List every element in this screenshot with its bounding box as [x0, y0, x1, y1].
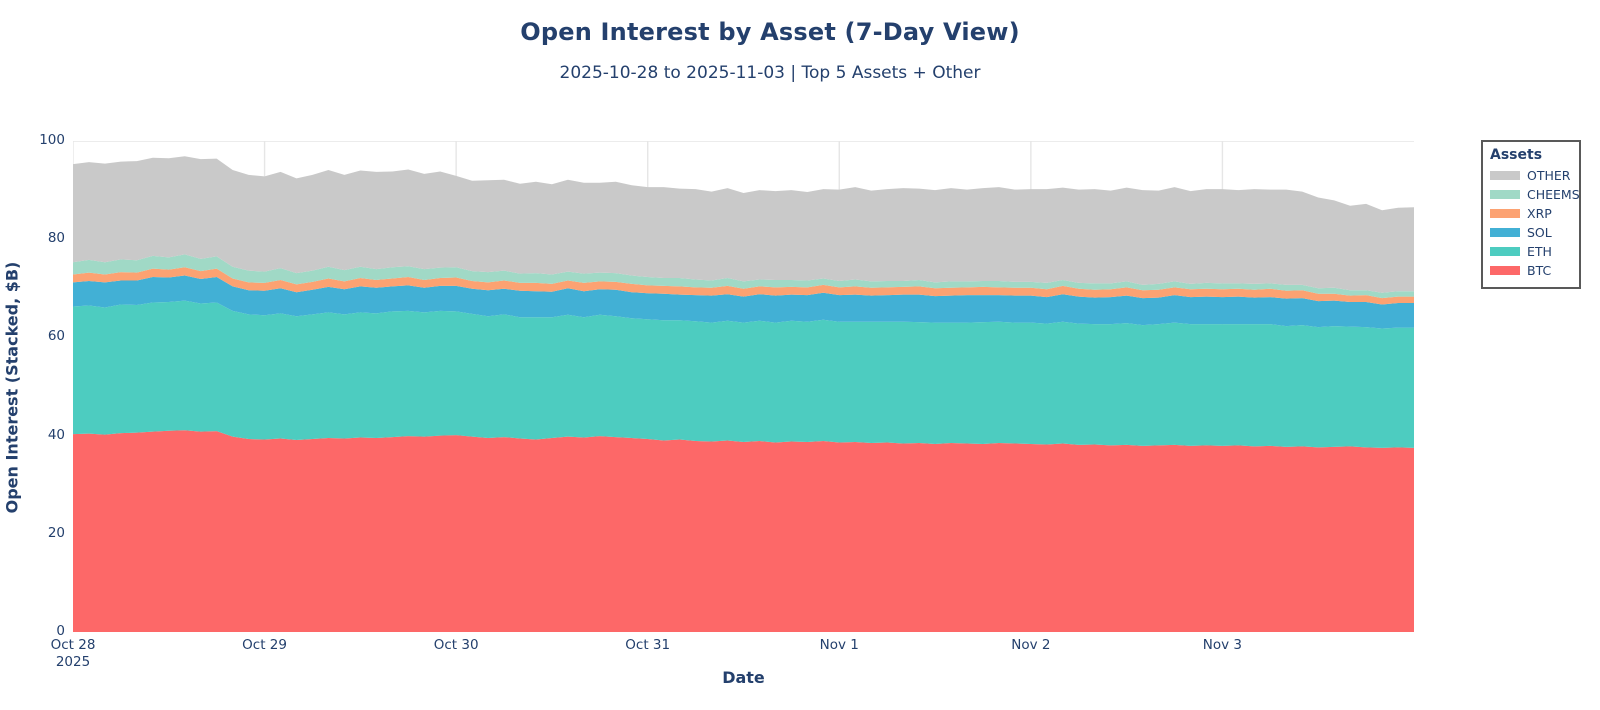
legend-swatch-OTHER	[1490, 171, 1520, 180]
legend-label-CHEEMS: CHEEMS	[1527, 187, 1580, 202]
legend-swatch-ETH	[1490, 247, 1520, 256]
x-tick-Nov-1: Nov 1	[819, 637, 859, 653]
y-tick-20: 20	[47, 524, 65, 541]
x-tick-Oct-28: Oct 28 2025	[25, 637, 121, 671]
legend-title: Assets	[1490, 147, 1543, 163]
area-SOL	[73, 275, 1414, 329]
area-BTC	[73, 430, 1414, 632]
area-ETH	[73, 300, 1414, 448]
x-tick-Oct-31: Oct 31	[625, 637, 671, 653]
legend-swatch-SOL	[1490, 228, 1520, 237]
legend: Assets OTHER CHEEMS XRP SOL ETH BTC	[1481, 140, 1581, 289]
y-tick-0: 0	[56, 623, 65, 639]
legend-item-CHEEMS[interactable]: CHEEMS	[1490, 185, 1580, 204]
x-tick-Nov-2: Nov 2	[1011, 637, 1051, 653]
y-tick-100: 100	[39, 132, 65, 148]
x-tick-Oct-29: Oct 29	[242, 637, 287, 653]
legend-swatch-XRP	[1490, 209, 1520, 218]
legend-label-XRP: XRP	[1527, 206, 1552, 221]
area-XRP	[73, 267, 1414, 305]
y-tick-80: 80	[47, 230, 65, 247]
x-tick-sublabel: 2025	[55, 654, 91, 670]
legend-item-BTC[interactable]: BTC	[1490, 261, 1572, 280]
legend-item-SOL[interactable]: SOL	[1490, 223, 1572, 242]
legend-label-OTHER: OTHER	[1527, 168, 1571, 183]
stacked-area-plot	[73, 141, 1414, 632]
legend-swatch-CHEEMS	[1490, 190, 1520, 199]
legend-label-SOL: SOL	[1527, 225, 1552, 240]
legend-item-OTHER[interactable]: OTHER	[1490, 166, 1572, 185]
y-tick-40: 40	[47, 426, 65, 443]
x-axis-title: Date	[722, 668, 765, 687]
legend-item-ETH[interactable]: ETH	[1490, 242, 1572, 261]
legend-label-ETH: ETH	[1527, 244, 1552, 259]
legend-label-BTC: BTC	[1527, 263, 1552, 278]
legend-item-XRP[interactable]: XRP	[1490, 204, 1572, 223]
x-tick-Nov-3: Nov 3	[1202, 637, 1243, 653]
y-axis-title: Open Interest (Stacked, $B)	[2, 261, 22, 514]
area-CHEEMS	[73, 254, 1414, 299]
x-tick-Oct-30: Oct 30	[433, 637, 479, 653]
y-tick-60: 60	[47, 328, 65, 345]
chart-title: Open Interest by Asset (7-Day View)	[520, 18, 1020, 46]
legend-swatch-BTC	[1490, 266, 1520, 275]
chart-subtitle: 2025-10-28 to 2025-11-03 | Top 5 Assets …	[559, 63, 981, 83]
area-OTHER	[73, 156, 1414, 293]
plot-area	[73, 141, 1414, 632]
legend-items: OTHER CHEEMS XRP SOL ETH BTC	[1490, 166, 1580, 280]
